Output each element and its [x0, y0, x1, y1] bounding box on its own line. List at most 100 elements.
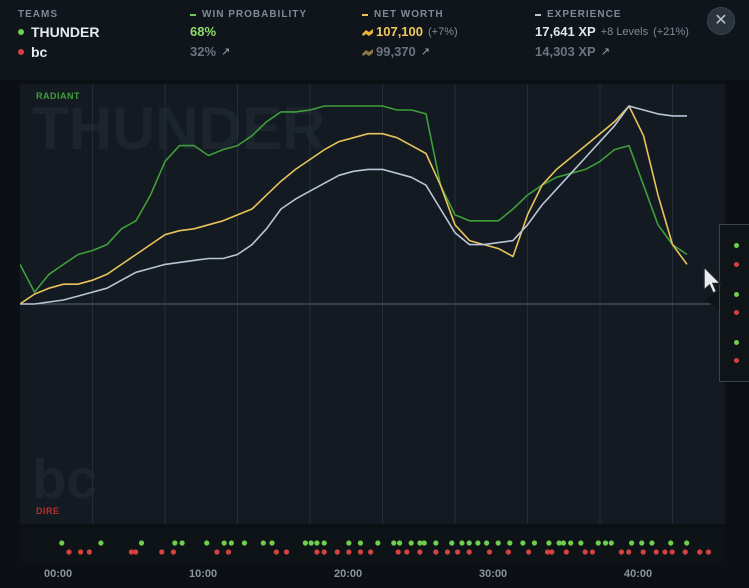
dire-event-dot	[86, 549, 92, 555]
radiant-event-dot	[308, 540, 314, 546]
dash-icon	[535, 14, 541, 16]
radiant-event-dot	[269, 540, 275, 546]
team-a-xp-levels: +8 Levels	[600, 26, 649, 38]
radiant-event-dot	[321, 540, 327, 546]
dire-event-dot	[334, 549, 340, 555]
dire-event-dot	[357, 549, 364, 555]
dire-event-dot	[395, 549, 401, 555]
radiant-label: RADIANT	[36, 91, 80, 101]
team-a-win: 68%	[190, 24, 217, 39]
radiant-event-dot	[684, 540, 690, 546]
team-b-networth: 99,370	[376, 44, 416, 59]
radiant-event-dot	[314, 540, 320, 546]
dire-event-dot	[640, 549, 646, 555]
dire-event-dot	[697, 549, 703, 555]
dire-event-dot	[662, 549, 668, 555]
net-worth-label: NET WORTH	[374, 9, 444, 20]
radiant-event-dot	[98, 540, 104, 546]
team-b-dot-icon	[18, 49, 24, 55]
dire-event-dot	[589, 549, 596, 555]
radiant-event-dot	[608, 540, 614, 546]
radiant-event-dot	[421, 540, 427, 546]
trend-arrow-icon: ↗	[420, 46, 430, 58]
team-b-win: 32%	[190, 44, 217, 59]
radiant-event-dot	[260, 540, 266, 546]
kill-event-timeline[interactable]	[20, 528, 725, 562]
dire-event-dot	[159, 549, 165, 555]
radiant-event-dot	[560, 540, 567, 546]
radiant-event-dot	[546, 540, 552, 546]
radiant-event-dot	[649, 540, 655, 546]
mouse-cursor-icon	[703, 266, 723, 294]
net-worth-column: NET WORTH 107,100 (+7%) 99,370 ↗	[362, 8, 458, 62]
radiant-event-dot	[172, 540, 178, 546]
experience-label: EXPERIENCE	[547, 9, 622, 20]
dash-icon	[190, 14, 196, 16]
radiant-event-dot	[668, 540, 674, 546]
dire-event-dot	[549, 549, 555, 555]
time-tick-label: 30:00	[479, 568, 508, 580]
dire-label: DIRE	[36, 506, 60, 516]
dire-event-dot	[444, 549, 451, 555]
dire-event-dot	[346, 549, 352, 555]
series-line-1	[20, 105, 688, 305]
dire-event-dot	[582, 549, 588, 555]
dire-dot-icon	[734, 262, 739, 267]
experience-column: EXPERIENCE 17,641 XP +8 Levels (+21%) 14…	[535, 8, 689, 62]
dire-event-dot	[653, 549, 659, 555]
dire-event-dot	[466, 549, 472, 555]
radiant-event-dot	[484, 540, 490, 546]
radiant-event-dot	[595, 540, 601, 546]
dire-event-dot	[682, 549, 688, 555]
close-button[interactable]: ✕	[707, 7, 735, 35]
teams-column: TEAMS THUNDER bc	[18, 8, 99, 62]
dire-event-dot	[273, 549, 279, 555]
radiant-event-dot	[629, 540, 635, 546]
radiant-event-dot	[179, 540, 185, 546]
radiant-dot-icon	[734, 243, 739, 248]
side-event-panel[interactable]	[719, 224, 749, 382]
radiant-event-dot	[138, 540, 145, 546]
radiant-event-dot	[346, 540, 352, 546]
dire-event-dot	[669, 549, 675, 555]
time-tick-label: 40:00	[624, 568, 653, 580]
dire-event-dot	[283, 549, 290, 555]
radiant-event-dot	[531, 540, 538, 546]
radiant-event-dot	[556, 540, 562, 546]
dire-event-dot	[618, 549, 625, 555]
radiant-event-dot	[357, 540, 364, 546]
dire-event-dot	[214, 549, 220, 555]
radiant-event-dot	[495, 540, 501, 546]
win-probability-label: WIN PROBABILITY	[202, 9, 307, 20]
win-probability-column: WIN PROBABILITY 68% 32% ↗	[190, 8, 307, 62]
dire-event-dot	[486, 549, 493, 555]
team-a-networth-delta: (+7%)	[428, 26, 458, 38]
radiant-event-dot	[466, 540, 472, 546]
time-tick-label: 20:00	[334, 568, 363, 580]
dire-event-dot	[526, 549, 532, 555]
radiant-event-dot	[520, 540, 526, 546]
dire-event-dot	[170, 549, 176, 555]
radiant-event-dot	[459, 540, 465, 546]
time-axis: 00:00 10:00 20:00 30:00 40:00	[0, 562, 749, 588]
side-panel-pointer	[705, 290, 719, 310]
radiant-event-dot	[221, 540, 227, 546]
radiant-event-dot	[408, 540, 414, 546]
dire-event-dot	[321, 549, 327, 555]
dire-event-dot	[128, 549, 134, 555]
dash-icon	[362, 14, 368, 16]
radiant-event-dot	[578, 540, 584, 546]
dire-event-dot	[455, 549, 461, 555]
team-a-xp-delta: (+21%)	[653, 26, 689, 38]
graph-chart[interactable]	[20, 84, 725, 524]
radiant-event-dot	[507, 540, 513, 546]
team-b-xp: 14,303 XP	[535, 44, 596, 59]
team-b-row: bc	[18, 42, 99, 62]
radiant-event-dot	[391, 540, 397, 546]
dire-event-dot	[66, 549, 72, 555]
dire-dot-icon	[734, 358, 739, 363]
dire-event-dot	[417, 549, 423, 555]
dire-watermark: bc	[32, 447, 98, 510]
radiant-dot-icon	[734, 292, 739, 297]
team-a-name: THUNDER	[31, 24, 100, 40]
